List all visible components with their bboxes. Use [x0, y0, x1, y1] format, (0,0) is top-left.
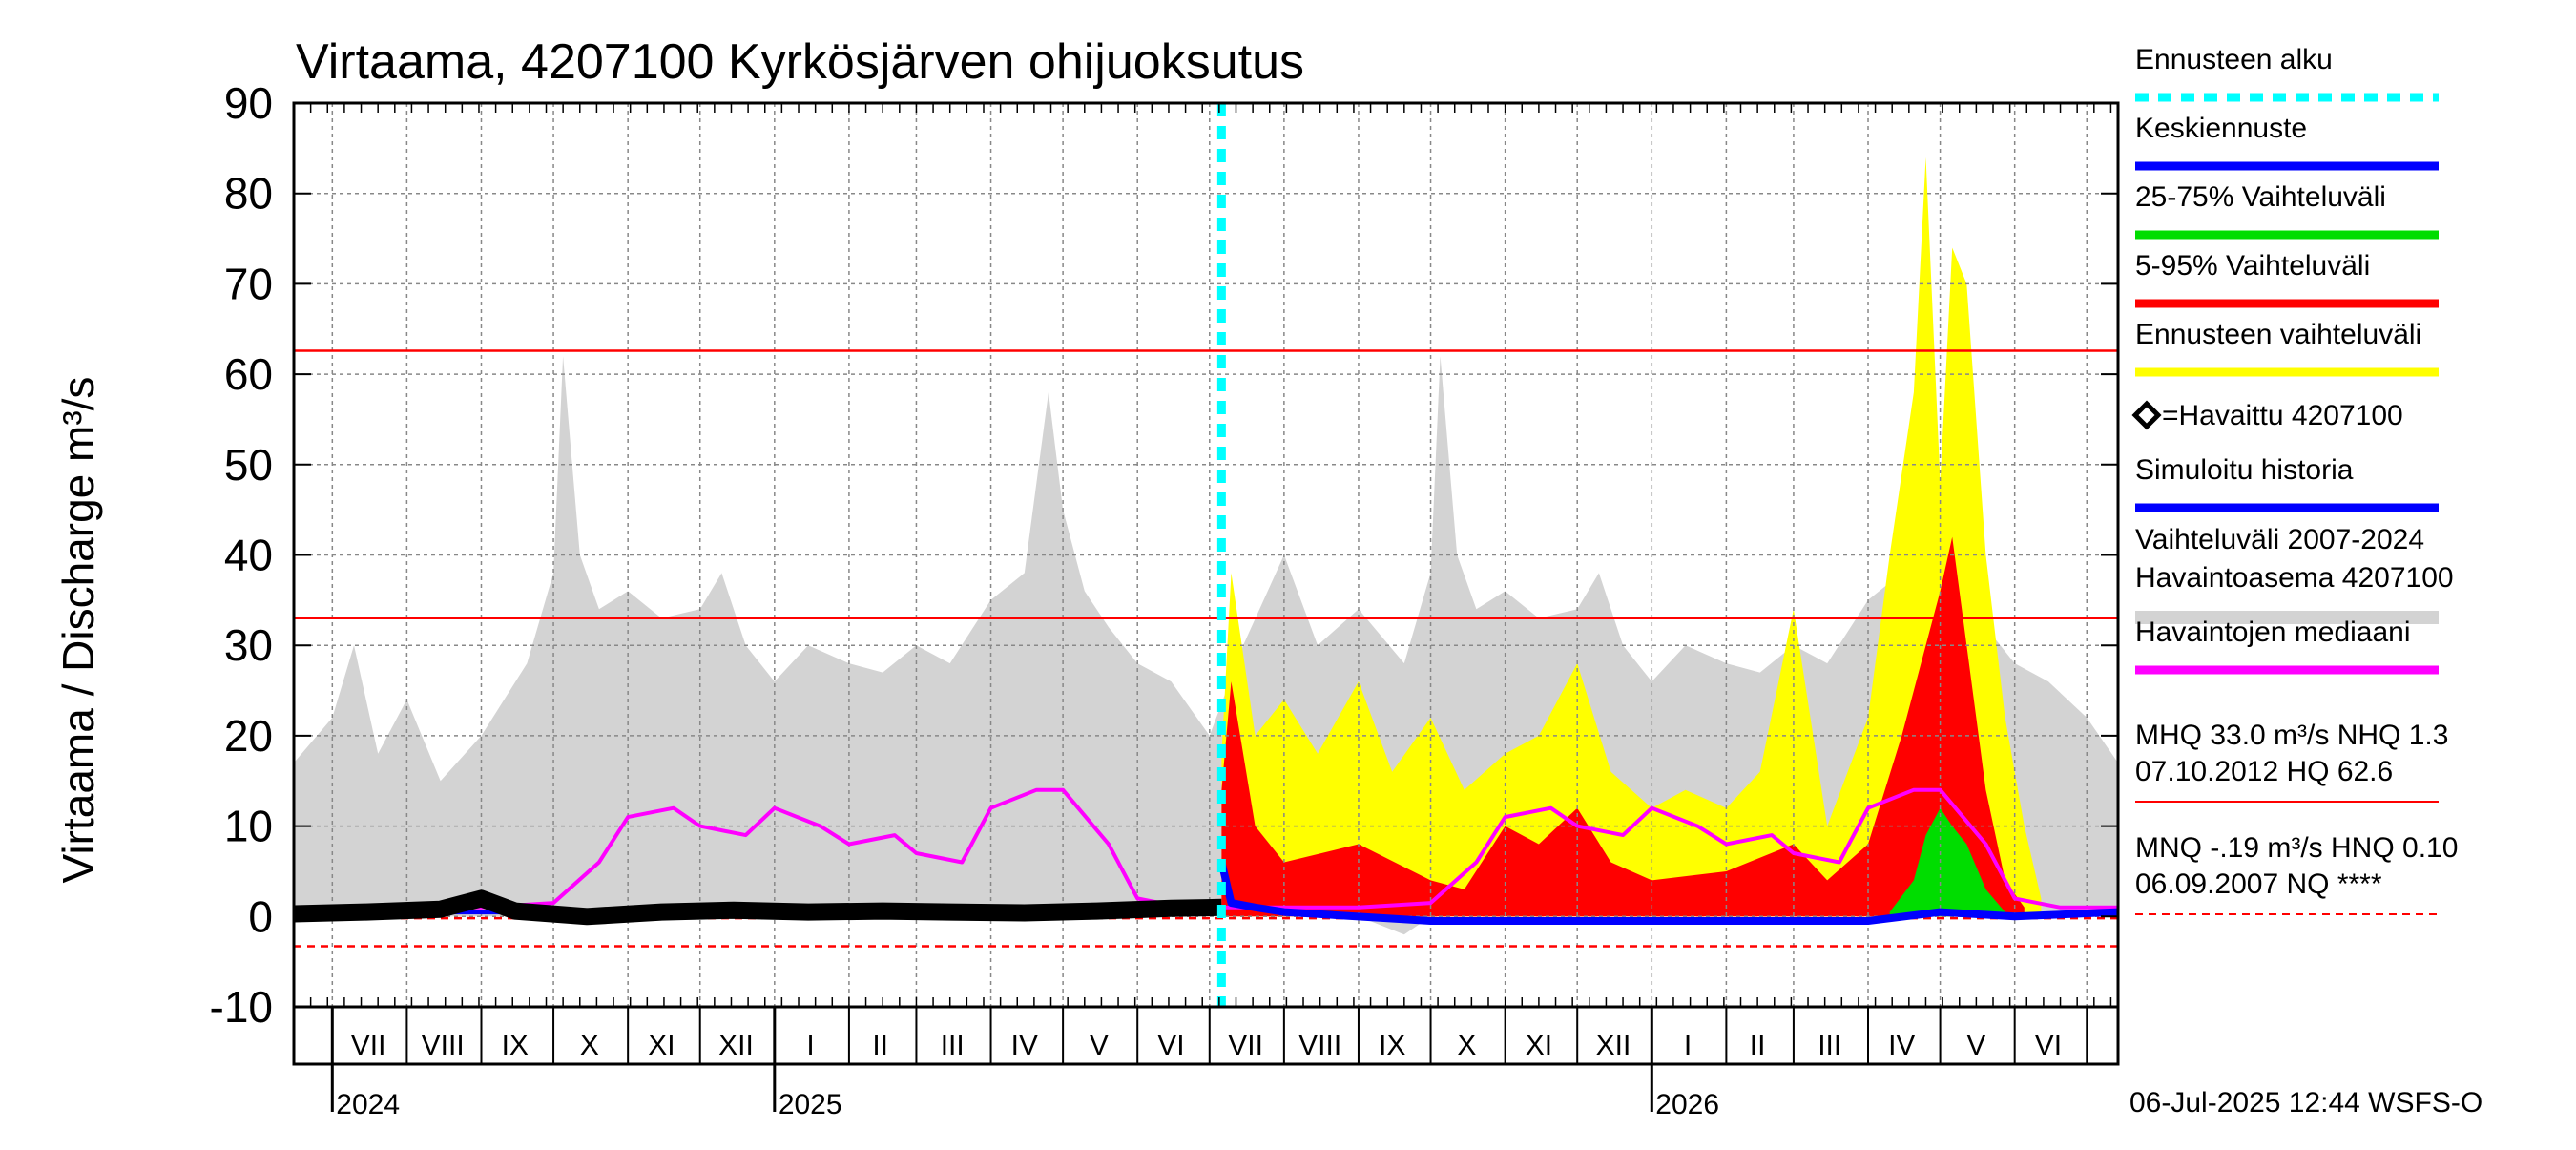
x-month-label: I — [1684, 1030, 1692, 1061]
y-tick-label: 60 — [224, 349, 273, 399]
y-tick-label: 0 — [248, 891, 273, 941]
x-year-label: 2025 — [779, 1089, 842, 1120]
x-month-label: VI — [2035, 1030, 2062, 1061]
x-month-label: VI — [1157, 1030, 1184, 1061]
footer-timestamp: 06-Jul-2025 12:44 WSFS-O — [2129, 1087, 2483, 1119]
band-area-3 — [1889, 807, 2005, 917]
y-tick-label: 90 — [224, 78, 273, 128]
stats-line-2: 07.10.2012 HQ 62.6 — [2135, 756, 2393, 787]
y-tick-label: 40 — [224, 531, 273, 580]
x-month-label: VII — [1228, 1030, 1263, 1061]
legend-label: Ennusteen vaihteluväli — [2135, 319, 2421, 350]
x-month-label: V — [1966, 1030, 1985, 1061]
x-month-label: XII — [1596, 1030, 1631, 1061]
stats-line-4: 06.09.2007 NQ **** — [2135, 868, 2382, 900]
legend-label: Simuloitu historia — [2135, 454, 2354, 486]
x-month-label: VIII — [1298, 1030, 1341, 1061]
legend-marker — [2131, 400, 2162, 430]
x-month-label: IV — [1011, 1030, 1038, 1061]
x-month-label: XI — [1526, 1030, 1552, 1061]
x-month-label: XII — [718, 1030, 754, 1061]
x-month-label: IX — [1379, 1030, 1405, 1061]
x-month-label: III — [1818, 1030, 1841, 1061]
x-year-label: 2024 — [336, 1089, 400, 1120]
band-area-1 — [1221, 157, 2042, 917]
y-tick-label: 10 — [224, 802, 273, 851]
legend: Ennusteen alku Keskiennuste 25-75% Vaihtel… — [2131, 44, 2454, 675]
stats-line-3: MNQ -.19 m³/s HNQ 0.10 — [2135, 832, 2458, 864]
x-month-label: IV — [1888, 1030, 1915, 1061]
legend-label: Ennusteen alku — [2135, 44, 2333, 75]
y-axis-label: Virtaama / Discharge m³/s — [53, 377, 103, 884]
legend-label: =Havaittu 4207100 — [2162, 400, 2403, 431]
y-tick-label: 30 — [224, 620, 273, 670]
x-month-label: III — [941, 1030, 965, 1061]
chart-title: Virtaama, 4207100 Kyrkösjärven ohijuoksu… — [296, 34, 1304, 90]
x-month-label: VII — [351, 1030, 386, 1061]
legend-label: Havaintoasema 4207100 — [2135, 562, 2454, 594]
y-tick-label: 50 — [224, 440, 273, 490]
y-tick-label: 70 — [224, 259, 273, 308]
month-strip-frame — [292, 1005, 2120, 1066]
x-month-label: X — [580, 1030, 599, 1061]
x-month-label: XI — [648, 1030, 675, 1061]
x-month-label: II — [1750, 1030, 1766, 1061]
legend-label: Vaihteluväli 2007-2024 — [2135, 524, 2424, 555]
legend-label: 25-75% Vaihteluväli — [2135, 181, 2386, 213]
stats-block: MHQ 33.0 m³/s NHQ 1.3 07.10.2012 HQ 62.6… — [2135, 720, 2458, 915]
y-tick-label: 20 — [224, 711, 273, 761]
band-area-0 — [294, 356, 2118, 935]
lines-layer — [293, 103, 2119, 1007]
legend-label: Keskiennuste — [2135, 113, 2307, 144]
x-month-label: IX — [502, 1030, 529, 1061]
x-month-label: VIII — [422, 1030, 465, 1061]
y-tick-label: -10 — [210, 982, 273, 1032]
x-year-label: 2026 — [1655, 1089, 1719, 1120]
bands-layer — [294, 157, 2118, 935]
stats-line-1: MHQ 33.0 m³/s NHQ 1.3 — [2135, 720, 2448, 751]
y-tick-label: 80 — [224, 169, 273, 219]
series-line-3 — [1217, 861, 2119, 925]
series-line-2 — [293, 889, 1222, 926]
x-month-label: V — [1090, 1030, 1109, 1061]
x-month-label: X — [1457, 1030, 1476, 1061]
x-month-label: II — [872, 1030, 888, 1061]
x-month-label: I — [806, 1030, 814, 1061]
legend-label: 5-95% Vaihteluväli — [2135, 250, 2370, 282]
legend-label: Havaintojen mediaani — [2135, 617, 2411, 648]
